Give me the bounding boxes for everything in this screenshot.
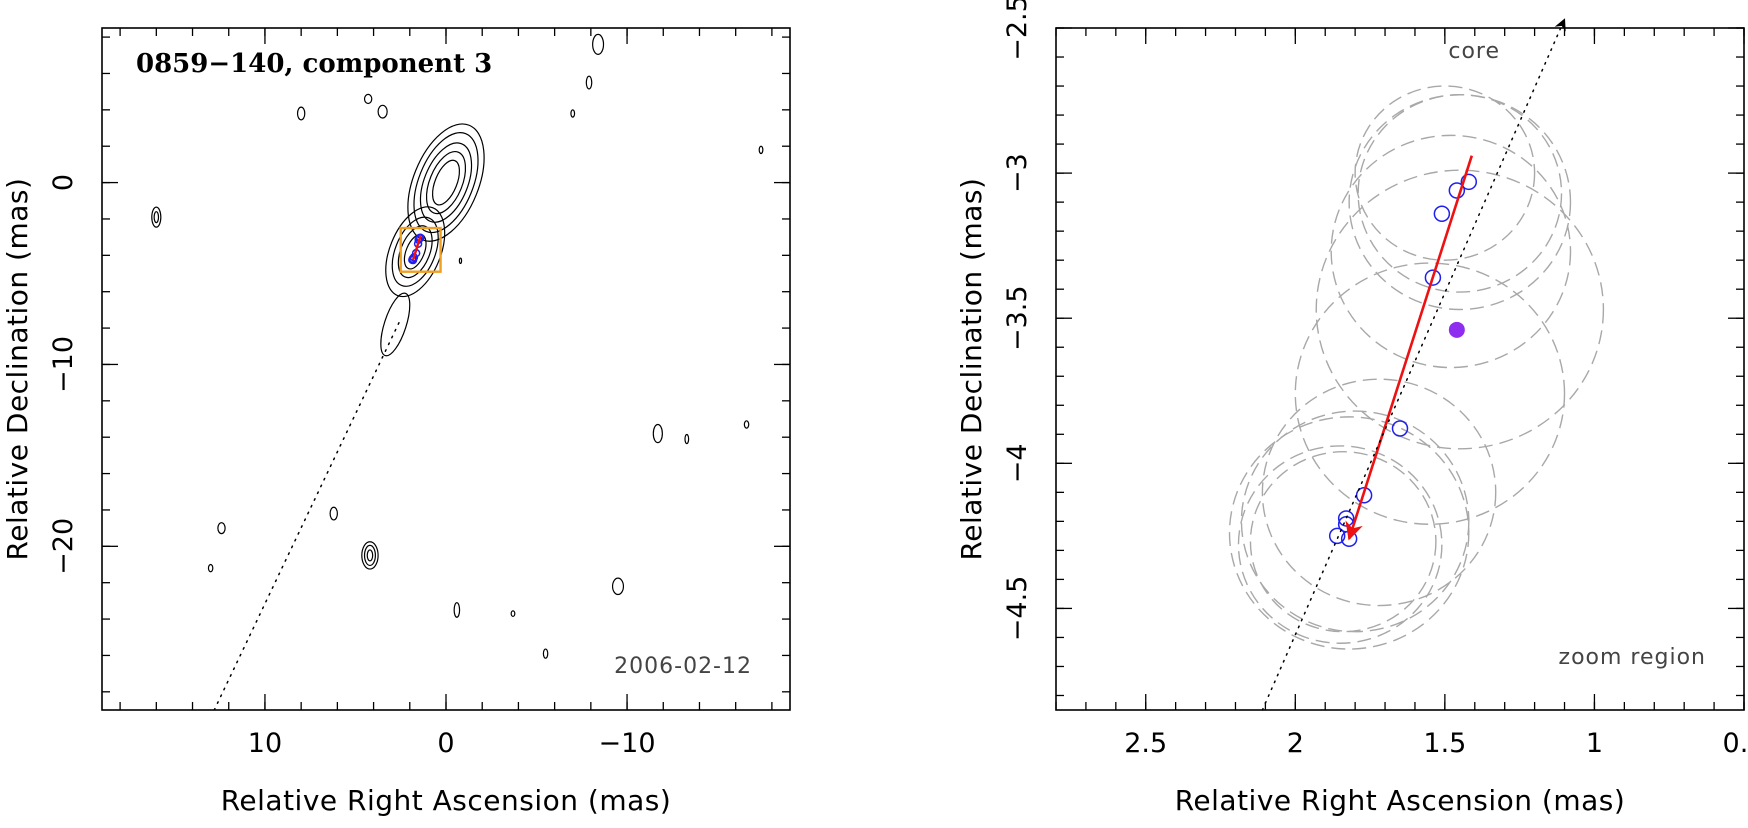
component-size-dashed-circle	[1237, 445, 1443, 644]
x-tick-label: 10	[248, 728, 282, 759]
component-size-dashed-circle	[1348, 94, 1572, 311]
contour-ring	[458, 257, 463, 265]
x-tick-label: 1.5	[1423, 728, 1466, 759]
epoch-date-label: 2006-02-12	[614, 654, 752, 679]
contour-ring	[385, 206, 446, 298]
motion-vector-arrow	[1345, 155, 1474, 541]
component-position-open-circle	[1328, 527, 1346, 545]
zoom-region-label: zoom region	[1559, 645, 1706, 670]
x-axis-label: Relative Right Ascension (mas)	[221, 784, 672, 817]
contour-ring	[585, 75, 593, 90]
y-tick-label: 0	[48, 174, 79, 191]
component-position-open-circle	[1391, 420, 1409, 437]
contour-ring	[611, 577, 625, 596]
y-tick-label: −3.5	[1002, 285, 1033, 351]
component-position-filled-circle	[1448, 321, 1465, 338]
contour-ring	[652, 423, 663, 444]
y-tick-label: −10	[48, 336, 79, 393]
contour-ring	[542, 648, 549, 659]
contour-ring	[391, 216, 439, 287]
contour-ring	[377, 104, 388, 119]
component-size-dashed-circle	[1354, 85, 1536, 261]
plot-area	[151, 33, 764, 710]
plot-frame	[1055, 27, 1745, 711]
left-panel-contour-map: 10 0 −10 0 −10 −20 Relative Right Ascension (m…	[1, 27, 791, 817]
contour-ring	[380, 292, 411, 357]
x-axis-label: Relative Right Ascension (mas)	[1175, 784, 1626, 817]
contour-ring	[758, 145, 764, 155]
contour-ring	[419, 142, 473, 223]
core-direction-label: core	[1448, 39, 1500, 64]
contour-ring	[361, 541, 379, 570]
component-size-dashed-circle	[1228, 416, 1470, 650]
component-position-open-circle	[1433, 205, 1451, 222]
plot-area	[1228, 85, 1605, 650]
contour-ring	[684, 433, 690, 445]
zoom-region-box	[399, 226, 442, 273]
contour-ring	[510, 610, 516, 617]
contour-ring	[743, 420, 750, 429]
component-position-open-circle	[1448, 182, 1466, 199]
component-position-open-circle	[1460, 173, 1478, 191]
component-size-dashed-circle	[1315, 169, 1605, 450]
y-tick-label: −3	[1002, 153, 1033, 193]
motion-vector-small	[411, 235, 422, 261]
contour-ring	[151, 206, 162, 228]
x-tick-label: 2.5	[1124, 728, 1167, 759]
component-size-dashed-circle	[1294, 262, 1566, 525]
contour-ring	[207, 563, 214, 573]
component-size-dashed-circle	[1240, 410, 1470, 633]
contour-ring	[329, 506, 338, 521]
contour-ring	[431, 159, 461, 206]
component-size-dashed-circle	[1249, 451, 1437, 633]
contour-ring	[413, 132, 479, 234]
x-tick-label: 1	[1586, 728, 1603, 759]
contour-ring	[425, 151, 467, 215]
y-axis-label: Relative Declination (mas)	[1, 178, 34, 561]
jet-axis-dotted-line	[213, 318, 402, 710]
contour-ring	[363, 93, 373, 105]
contour-ring	[217, 522, 226, 535]
contour-ring	[407, 123, 485, 242]
contour-ring	[453, 602, 461, 618]
contour-ring	[153, 211, 160, 224]
contour-ring	[366, 549, 374, 562]
y-tick-label: −2.5	[1002, 0, 1033, 61]
y-axis-label: Relative Declination (mas)	[955, 178, 988, 561]
chart-title: 0859−140, component 3	[136, 49, 492, 79]
contour-ring	[363, 544, 376, 567]
x-tick-label: −10	[599, 728, 656, 759]
component-size-dashed-circle	[1261, 378, 1497, 607]
right-panel-zoom-region: 2.5 2 1.5 1 0.5 −2.5 −3 −3.5 −4 −4.5 Relative Righ…	[955, 0, 1748, 817]
x-tick-label: 2	[1287, 728, 1304, 759]
y-tick-label: −4	[1002, 443, 1033, 483]
x-tick-label: 0	[437, 728, 454, 759]
component-size-dashed-circle	[1330, 134, 1572, 369]
jet-axis-dotted-line	[1261, 18, 1566, 711]
component-position-open-circle	[1424, 269, 1442, 286]
contour-ring	[570, 109, 576, 118]
y-tick-label: −4.5	[1002, 576, 1033, 642]
x-tick-label: 0.5	[1723, 728, 1748, 759]
contour-ring	[296, 106, 306, 121]
y-tick-label: −20	[48, 518, 79, 575]
contour-ring	[592, 33, 605, 55]
